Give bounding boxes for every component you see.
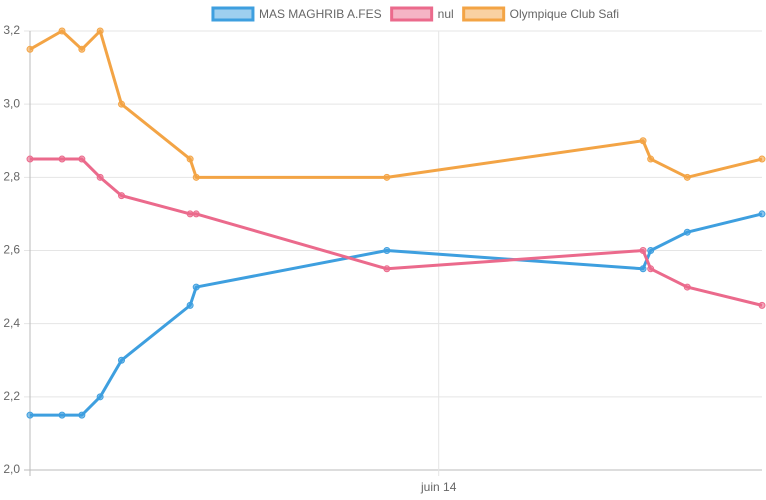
point [78,411,86,419]
point [58,155,66,163]
point [192,210,200,218]
point [683,228,691,236]
x-tick-label: juin 14 [420,480,457,494]
point [118,100,125,108]
legend-swatch [462,6,506,22]
point [96,393,104,401]
legend: MAS MAGHRIB A.FES nul Olympique Club Safi [211,6,619,22]
point [118,356,125,364]
point [78,155,86,163]
y-tick-label: 2,4 [3,316,20,330]
point [192,283,200,291]
legend-swatch [211,6,255,22]
point [186,155,194,163]
y-tick-label: 3,0 [3,96,20,110]
point [192,173,200,181]
point [647,265,655,273]
point [78,45,86,53]
point [96,173,104,181]
y-tick-label: 2,0 [3,462,20,476]
point [758,210,766,218]
y-tick-label: 2,2 [3,389,20,403]
point [758,155,766,163]
line [30,157,763,307]
point [26,411,34,419]
point [683,283,691,291]
y-tick-label: 2,8 [3,170,20,184]
point [58,411,66,419]
point [639,247,647,254]
legend-item: MAS MAGHRIB A.FES [211,6,382,22]
legend-label: Olympique Club Safi [510,7,619,21]
line [29,29,763,179]
legend-label: nul [438,7,454,21]
legend-item: nul [390,6,454,22]
line [30,212,763,417]
point [186,210,194,218]
point [58,27,66,35]
point [186,301,194,309]
point [383,173,391,181]
legend-label: MAS MAGHRIB A.FES [259,7,382,21]
legend-swatch [390,6,434,22]
point [758,301,766,309]
point [26,45,34,53]
point [383,247,391,254]
legend-item: Olympique Club Safi [462,6,619,22]
point [647,247,655,254]
y-tick-label: 2,6 [3,243,20,257]
point [383,265,391,273]
point [96,27,104,35]
point [683,173,691,181]
point [26,155,34,163]
point [639,137,647,145]
point [639,265,647,273]
y-tick-label: 3,2 [3,23,20,37]
point [118,192,125,200]
point [647,155,655,163]
